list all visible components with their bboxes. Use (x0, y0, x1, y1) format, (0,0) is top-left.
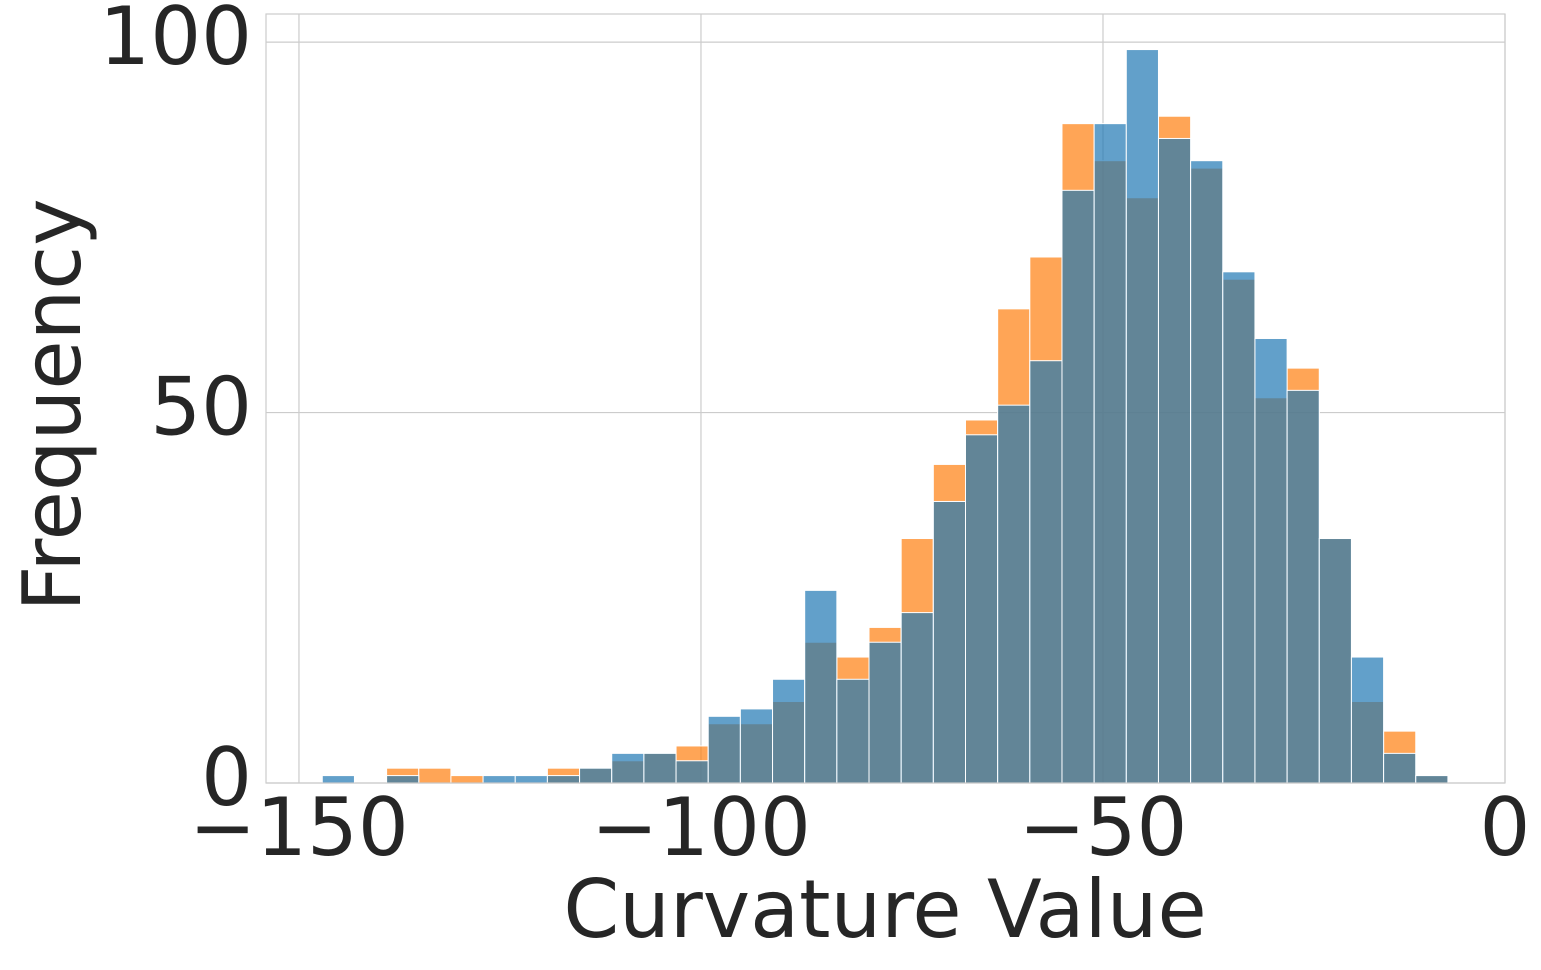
histogram-bar (1350, 656, 1385, 784)
histogram-bar (1029, 360, 1063, 784)
histogram-bar (482, 775, 516, 784)
histogram-bar (772, 678, 806, 784)
histogram-bar (965, 434, 999, 784)
y-axis-label: Frequency (6, 198, 99, 611)
histogram-bar (997, 404, 1031, 784)
histogram-bar (418, 767, 452, 784)
histogram-bar (1383, 752, 1417, 784)
histogram-bar (675, 760, 709, 784)
histogram-bar (707, 715, 741, 784)
histogram-bar (804, 589, 838, 784)
histogram-bar (1222, 271, 1256, 784)
histogram-bar (1318, 538, 1352, 784)
histogram-bar (546, 775, 581, 784)
bars (321, 49, 1449, 784)
y-tick-label: 100 (99, 0, 252, 83)
x-tick-label: −150 (189, 781, 409, 874)
histogram-bar (836, 678, 870, 784)
x-axis-label: Curvature Value (563, 863, 1206, 956)
histogram-bar (900, 612, 934, 784)
histogram-bar (739, 708, 774, 784)
y-tick-label: 50 (150, 361, 252, 454)
histogram-bar (643, 752, 677, 784)
histogram-bar (1415, 775, 1449, 784)
x-tick-label: 0 (1480, 781, 1531, 874)
histogram-bar (1286, 389, 1320, 784)
histogram-bar (1190, 160, 1224, 784)
histogram-bar (611, 752, 645, 784)
histogram-bar (1061, 189, 1095, 784)
histogram-bar (868, 641, 902, 784)
x-tick-label: −50 (1019, 781, 1188, 874)
histogram-bar (932, 500, 967, 784)
histogram-bar (1254, 337, 1288, 784)
plot-frame (265, 13, 1506, 784)
histogram-bar (1157, 137, 1192, 784)
histogram-bar (450, 775, 484, 784)
histogram-bar (1093, 123, 1127, 784)
histogram-bar (514, 775, 548, 784)
histogram-bar (1125, 49, 1159, 784)
x-tick-label: −100 (591, 781, 811, 874)
ticks: −150 −100 −50 0 0 50 100 (99, 0, 1530, 874)
y-tick-label: 0 (201, 731, 252, 824)
